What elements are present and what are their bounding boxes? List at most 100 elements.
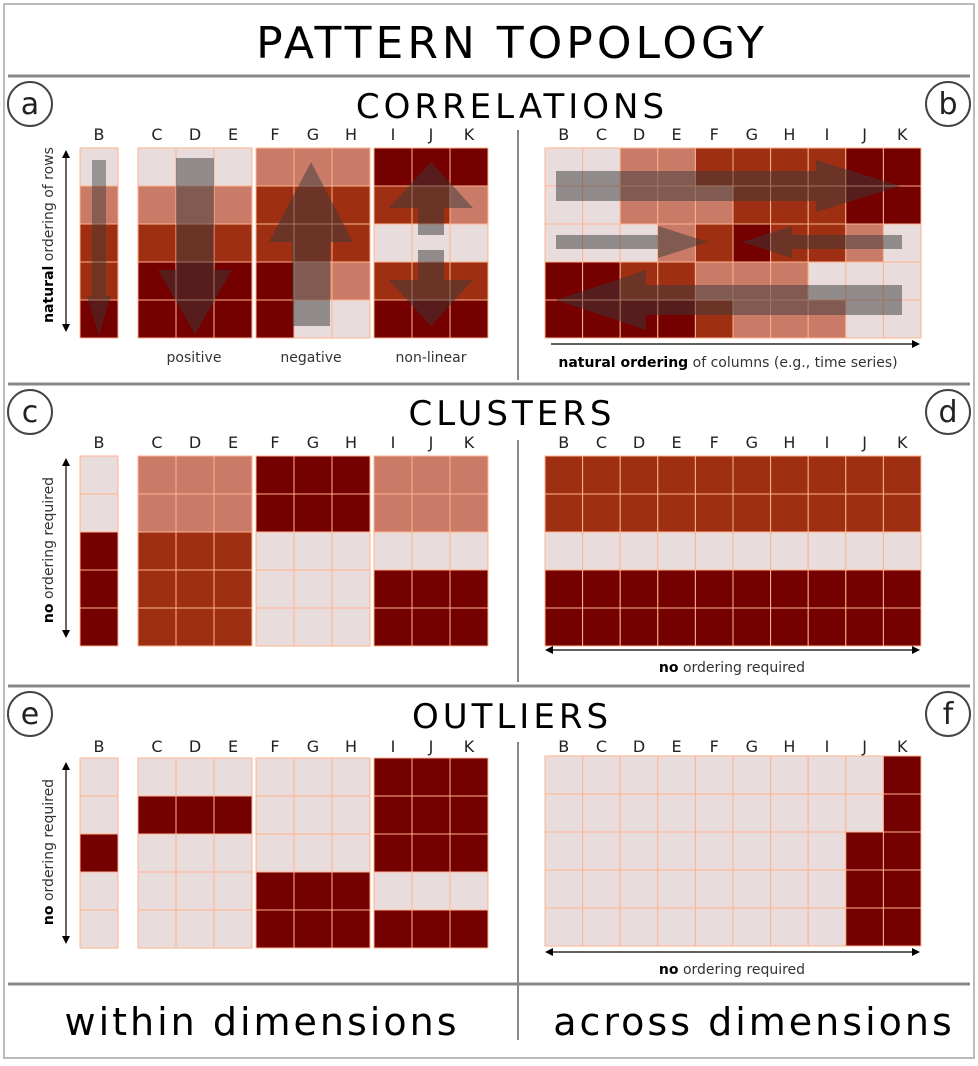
axis-caption-d-rest: ordering required bbox=[679, 660, 806, 676]
panel-e-cell-K-3 bbox=[449, 833, 489, 873]
panel-f-cell-G-2 bbox=[732, 793, 772, 833]
panel-d-cell-H-5 bbox=[770, 607, 809, 647]
panel-d-cell-J-4 bbox=[845, 569, 884, 609]
panel-f-col-header-K: K bbox=[897, 737, 908, 756]
panel-a-cell-B-4 bbox=[79, 261, 119, 301]
panel-d-cell-B-1 bbox=[544, 455, 584, 495]
panel-d-cell-C-4 bbox=[582, 569, 621, 609]
panel-e-col-header-B: B bbox=[94, 737, 105, 756]
panel-c-cell-K-3 bbox=[449, 531, 489, 571]
panel-e-cell-D-1 bbox=[175, 757, 215, 797]
axis-caption-a-bold: natural bbox=[41, 266, 57, 323]
panel-e-cell-F-4 bbox=[255, 871, 295, 911]
axis-caption-a-rest: ordering of rows bbox=[41, 147, 57, 266]
panel-f-cell-J-3 bbox=[845, 831, 884, 871]
panel-f-cell-F-1 bbox=[694, 755, 734, 795]
panel-e-cell-G-3 bbox=[293, 833, 333, 873]
panel-a-col-header-H: H bbox=[345, 125, 357, 144]
panel-f-cell-G-5 bbox=[732, 907, 772, 947]
panel-e-cell-H-2 bbox=[331, 795, 371, 835]
panel-f-cell-K-1 bbox=[882, 755, 922, 795]
panel-e-cell-G-5 bbox=[293, 909, 333, 949]
panel-e-cell-E-4 bbox=[213, 871, 253, 911]
panel-e-col-header-J: J bbox=[428, 737, 434, 756]
panel-f-col-header-E: E bbox=[672, 737, 682, 756]
panel-e-cell-C-3 bbox=[137, 833, 177, 873]
panel-d-cell-E-1 bbox=[657, 455, 696, 495]
panel-f-cell-E-3 bbox=[657, 831, 696, 871]
panel-e-cell-D-5 bbox=[175, 909, 215, 949]
panel-b-arrow-right-mid bbox=[556, 226, 708, 258]
panel-a-cell-I-1 bbox=[373, 147, 413, 187]
panel-c-cell-E-4 bbox=[213, 569, 253, 609]
panel-c-cell-B-5 bbox=[79, 607, 119, 647]
panel-a-arrow-down-nonlinear bbox=[389, 250, 473, 326]
panel-e-cell-I-1 bbox=[373, 757, 413, 797]
panel-d-cell-D-3 bbox=[619, 531, 659, 571]
panel-f-col-header-H: H bbox=[783, 737, 795, 756]
panel-e-cell-I-4 bbox=[373, 871, 413, 911]
panel-f-cell-H-3 bbox=[770, 831, 809, 871]
panel-f-cell-K-3 bbox=[882, 831, 922, 871]
panel-b-cell-K-2 bbox=[882, 185, 922, 225]
axis-caption-d-bold: no bbox=[659, 660, 679, 676]
panel-e-cell-J-2 bbox=[411, 795, 451, 835]
panel-d-cell-G-4 bbox=[732, 569, 772, 609]
panel-d-cell-G-2 bbox=[732, 493, 772, 533]
panel-e-cell-I-2 bbox=[373, 795, 413, 835]
panel-d-cell-J-3 bbox=[845, 531, 884, 571]
panel-c-cell-I-3 bbox=[373, 531, 413, 571]
panel-a-cell-F-4 bbox=[255, 261, 295, 301]
panel-d-cell-H-1 bbox=[770, 455, 809, 495]
panel-c-cell-E-5 bbox=[213, 607, 253, 647]
panel-f-cell-I-5 bbox=[807, 907, 847, 947]
panel-f-cell-I-2 bbox=[807, 793, 847, 833]
panel-b-col-header-F: F bbox=[710, 125, 719, 144]
panel-f-cell-G-4 bbox=[732, 869, 772, 909]
panel-a-cell-K-3 bbox=[449, 223, 489, 263]
panel-c-cell-J-4 bbox=[411, 569, 451, 609]
panel-f-cell-J-2 bbox=[845, 793, 884, 833]
panel-e-cell-B-1 bbox=[79, 757, 119, 797]
panel-f-cell-E-4 bbox=[657, 869, 696, 909]
panel-c-cell-I-1 bbox=[373, 455, 413, 495]
panel-c-cell-C-4 bbox=[137, 569, 177, 609]
panel-c-cell-F-3 bbox=[255, 531, 295, 571]
panel-c-cell-D-2 bbox=[175, 493, 215, 533]
panel-c-cell-J-5 bbox=[411, 607, 451, 647]
panel-f-cell-J-1 bbox=[845, 755, 884, 795]
panel-c-cell-D-4 bbox=[175, 569, 215, 609]
panel-e-cell-E-2 bbox=[213, 795, 253, 835]
panel-c-cell-J-1 bbox=[411, 455, 451, 495]
panel-e-cell-H-1 bbox=[331, 757, 371, 797]
panel-c-cell-I-2 bbox=[373, 493, 413, 533]
axis-caption-d: no ordering required bbox=[659, 660, 805, 676]
panel-c-cell-B-3 bbox=[79, 531, 119, 571]
panel-a-cell-E-5 bbox=[213, 299, 253, 339]
panel-e-cell-E-1 bbox=[213, 757, 253, 797]
panel-f-cell-K-4 bbox=[882, 869, 922, 909]
panel-e-cell-F-5 bbox=[255, 909, 295, 949]
panel-e-col-header-G: G bbox=[307, 737, 319, 756]
panel-c-cell-K-2 bbox=[449, 493, 489, 533]
axis-caption-e-rest: ordering required bbox=[41, 779, 57, 906]
axis-caption-c-bold: no bbox=[41, 603, 57, 623]
panel-f-cell-F-2 bbox=[694, 793, 734, 833]
panel-f-cell-C-4 bbox=[582, 869, 621, 909]
panel-f-cell-B-5 bbox=[544, 907, 584, 947]
panel-b-col-header-J: J bbox=[861, 125, 867, 144]
panel-d-cell-C-2 bbox=[582, 493, 621, 533]
axis-caption-e-bold: no bbox=[41, 905, 57, 925]
panel-d-cell-B-3 bbox=[544, 531, 584, 571]
panel-b-cell-K-1 bbox=[882, 147, 922, 187]
panel-c-col-header-G: G bbox=[307, 433, 319, 452]
panel-c-cell-H-5 bbox=[331, 607, 371, 647]
panel-e-cell-D-2 bbox=[175, 795, 215, 835]
panel-d-col-axis-head-left bbox=[545, 646, 553, 654]
panel-c-row-axis-head-top bbox=[62, 458, 70, 466]
panel-c-cell-D-1 bbox=[175, 455, 215, 495]
panel-b-arrow-right-top bbox=[556, 160, 900, 212]
arrows-layer bbox=[62, 150, 920, 956]
panel-f-cell-C-3 bbox=[582, 831, 621, 871]
panel-f-col-header-C: C bbox=[596, 737, 607, 756]
